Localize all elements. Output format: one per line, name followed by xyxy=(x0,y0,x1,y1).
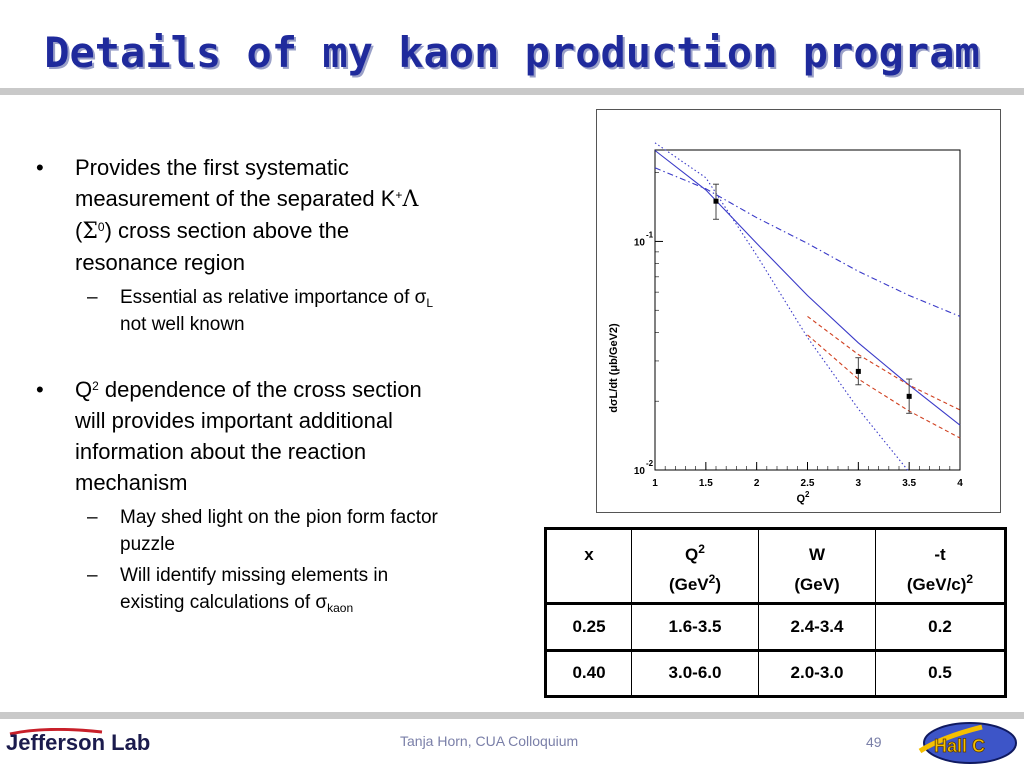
table-row: 0.40 3.0-6.0 2.0-3.0 0.5 xyxy=(545,648,1006,698)
table-cell: 0.40 xyxy=(545,648,632,698)
chart-y-tick-exponent: -1 xyxy=(646,230,654,239)
hall-c-logo-icon: Hall C xyxy=(918,722,1017,764)
chart-y-axis-label: dσL/dt (μb/GeV2) xyxy=(608,323,620,413)
chart-y-tick-label: 10 xyxy=(634,466,646,477)
chart-x-tick-label: 2 xyxy=(754,478,760,489)
superscript: 2 xyxy=(92,379,99,393)
subscript: kaon xyxy=(327,601,354,615)
header-line: -t xyxy=(934,545,946,564)
header-line: ) xyxy=(715,575,722,594)
chart-series-line xyxy=(807,315,961,411)
chart-x-tick-label: 1 xyxy=(652,478,658,489)
header-line: (GeV) xyxy=(794,575,840,594)
chart-x-axis-label-sup: 2 xyxy=(805,490,810,499)
table-cell: 2.0-3.0 xyxy=(758,648,876,698)
sub-bullet-dash: – xyxy=(87,287,98,308)
header-sup: 2 xyxy=(708,572,716,586)
chart-x-tick-label: 3.5 xyxy=(902,478,916,489)
chart-plot-area xyxy=(654,149,961,471)
chart-x-tick-label: 4 xyxy=(957,478,963,489)
header-line: W xyxy=(808,545,826,564)
bullet-item: • Q2 dependence of the cross section wil… xyxy=(30,374,510,498)
header-line: (GeV/c) xyxy=(906,575,967,594)
table-cell: 0.25 xyxy=(545,602,632,651)
sub-bullet-text: not well known xyxy=(120,314,245,335)
bullet-text: ( xyxy=(75,218,83,243)
bullet-text: mechanism xyxy=(75,470,188,495)
bullet-item: • Provides the first systematic measurem… xyxy=(30,152,510,278)
sub-bullet-item: – Essential as relative importance of σL… xyxy=(30,284,510,338)
bullet-text: ) cross section above the xyxy=(104,218,350,243)
table-cell: 0.5 xyxy=(875,648,1006,698)
chart-x-tick-label: 3 xyxy=(856,478,862,489)
title-divider xyxy=(0,88,1024,95)
superscript: 0 xyxy=(97,220,105,234)
sub-bullet-item: – May shed light on the pion form factor… xyxy=(30,504,510,558)
sigma-symbol: Σ xyxy=(82,219,98,244)
jefferson-lab-swoosh-icon xyxy=(9,728,103,736)
sub-bullet-item: – Will identify missing elements in exis… xyxy=(30,562,510,616)
chart-x-tick-label: 1.5 xyxy=(699,478,713,489)
table-cell: 3.0-6.0 xyxy=(631,648,759,698)
subscript: L xyxy=(426,296,434,310)
chart-x-tick-label: 2.5 xyxy=(801,478,815,489)
sub-bullet-text: existing calculations of σ xyxy=(120,592,328,613)
sub-bullet-dash: – xyxy=(87,507,98,528)
bullet-text: measurement of the separated K xyxy=(75,186,396,211)
bullet-list: • Provides the first systematic measurem… xyxy=(30,152,510,616)
footer-divider xyxy=(0,712,1024,719)
chart-data-point xyxy=(906,393,912,399)
header-sup: 2 xyxy=(698,542,705,556)
jefferson-lab-logo: Jefferson Lab xyxy=(6,728,166,758)
chart-series-line xyxy=(807,334,961,439)
chart-y-tick-label: 10 xyxy=(634,237,646,248)
table-cell: 2.4-3.4 xyxy=(758,602,876,651)
chart-y-tick-exponent: -2 xyxy=(646,459,654,468)
table-cell: 0.2 xyxy=(875,602,1006,651)
sub-bullet-text: Will identify missing elements in xyxy=(120,565,389,586)
table-header-row: x Q2 (GeV2) W (GeV) -t (GeV/c)2 xyxy=(545,527,1006,605)
header-line: (GeV xyxy=(668,575,709,594)
chart-x-axis-label-main: Q xyxy=(796,493,805,505)
header-line: x xyxy=(584,545,594,564)
table-header-cell: W (GeV) xyxy=(758,527,876,605)
chart-series-line xyxy=(654,167,961,317)
table-row: 0.25 1.6-3.5 2.4-3.4 0.2 xyxy=(545,602,1006,651)
table-cell: 1.6-3.5 xyxy=(631,602,759,651)
presenter-credit: Tanja Horn, CUA Colloquium xyxy=(400,733,579,749)
chart-data-point xyxy=(713,198,719,204)
header-line: Q xyxy=(685,545,699,564)
lambda-symbol: Λ xyxy=(402,187,419,212)
bullet-text: will provides important additional xyxy=(75,408,393,433)
chart-series-line xyxy=(654,142,910,473)
page-number: 49 xyxy=(866,734,882,750)
sub-bullet-text: Essential as relative importance of σ xyxy=(120,287,427,308)
jefferson-lab-wordmark: Jefferson Lab xyxy=(6,730,151,755)
kinematics-table: x Q2 (GeV2) W (GeV) -t (GeV/c)2 0.25 1.6-3.… xyxy=(544,527,1007,698)
bullet-text: information about the reaction xyxy=(75,439,367,464)
hall-c-logo-text: Hall C xyxy=(934,736,985,756)
table-header-cell: -t (GeV/c)2 xyxy=(875,527,1006,605)
chart-series-line xyxy=(654,150,961,426)
sub-bullet-dash: – xyxy=(87,565,98,586)
bullet-text: Q xyxy=(75,377,93,402)
bullet-text: dependence of the cross section xyxy=(98,377,422,402)
chart-x-axis-label: Q2 xyxy=(796,490,810,505)
chart-svg: 1 1.5 2 2.5 3 3.5 410-110-2 dσL/dt (μb/GeV2) Q… xyxy=(608,142,963,505)
chart-data-point xyxy=(855,368,861,374)
bullet-dot: • xyxy=(36,155,44,180)
hall-c-logo: Hall C xyxy=(912,717,1022,767)
sub-bullet-text: puzzle xyxy=(120,534,175,555)
bullet-dot: • xyxy=(36,377,44,402)
slide-title: Details of my kaon production program xyxy=(44,28,980,77)
cross-section-chart: 1 1.5 2 2.5 3 3.5 4 10 -1 10 -2 dσL/dt (μb/GeV2) Q… xyxy=(596,109,1001,513)
sub-bullet-text: May shed light on the pion form factor xyxy=(120,507,438,528)
table-header-cell: Q2 (GeV2) xyxy=(631,527,759,605)
superscript: + xyxy=(395,188,403,202)
table-header-cell: x xyxy=(545,527,632,605)
header-sup: 2 xyxy=(966,572,974,586)
bullet-text: resonance region xyxy=(75,250,246,275)
bullet-text: Provides the first systematic xyxy=(75,155,349,180)
